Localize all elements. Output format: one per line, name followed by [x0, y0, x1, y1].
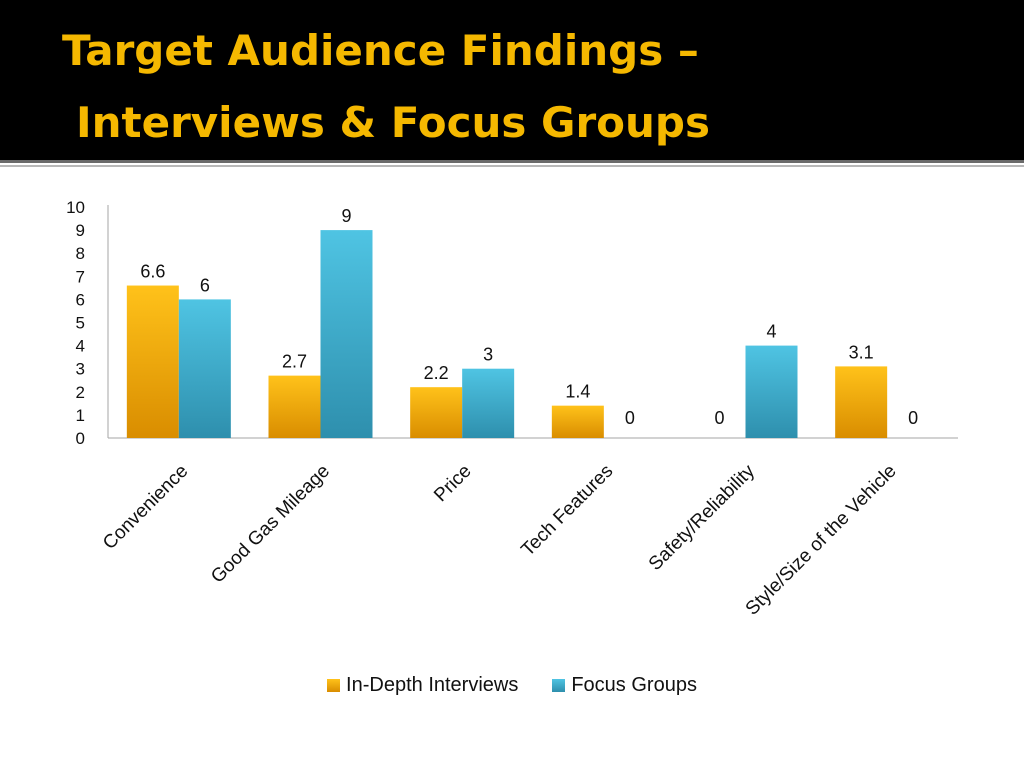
chart-legend: In-Depth Interviews Focus Groups: [0, 674, 1024, 697]
data-label: 3: [483, 345, 493, 365]
legend-swatch-focus: [552, 679, 566, 692]
data-label: 9: [341, 206, 351, 226]
data-label: 2.7: [282, 352, 307, 372]
title-divider-light: [0, 165, 1024, 167]
category-label: Safety/Reliability: [645, 460, 760, 575]
y-tick-label: 10: [66, 198, 85, 217]
data-label: 1.4: [565, 382, 590, 402]
interviews-bar: [551, 405, 604, 438]
interviews-bar: [268, 375, 321, 438]
y-tick-label: 2: [76, 383, 85, 402]
category-label: Tech Features: [517, 461, 617, 561]
data-label: 0: [714, 408, 724, 428]
legend-swatch-interviews: [327, 679, 341, 692]
y-tick-label: 8: [76, 244, 85, 263]
y-tick-label: 5: [76, 314, 85, 333]
y-tick-label: 7: [76, 267, 85, 286]
data-label: 6.6: [140, 262, 165, 282]
data-label: 3.1: [849, 342, 874, 362]
legend-label-focus: Focus Groups: [571, 674, 697, 696]
legend-item-interviews: In-Depth Interviews: [327, 674, 518, 697]
focus-bar: [745, 345, 798, 438]
y-tick-label: 9: [76, 221, 85, 240]
category-label: Convenience: [99, 461, 192, 554]
category-label: Price: [430, 461, 475, 506]
data-label: 4: [766, 322, 776, 342]
interviews-bar: [410, 387, 463, 438]
legend-label-interviews: In-Depth Interviews: [346, 674, 519, 696]
focus-bar: [462, 368, 515, 438]
data-label: 6: [200, 275, 210, 295]
y-tick-label: 3: [76, 360, 85, 379]
bar-chart: 0 1 2 3 4 5 6 7 8 9 10 6.6 6 Convenience 2.7 9 Good Gas …: [66, 198, 958, 620]
category-label: Good Gas Mileage: [207, 461, 334, 588]
data-label: 2.2: [424, 363, 449, 383]
y-tick-label: 0: [76, 429, 85, 448]
focus-bar: [320, 230, 373, 438]
interviews-bar: [835, 366, 888, 438]
data-label: 0: [908, 408, 918, 428]
y-tick-label: 1: [76, 406, 85, 425]
category-label: Style/Size of the Vehicle: [742, 461, 901, 620]
title-bar: Target Audience Findings – Interviews & …: [0, 0, 1024, 160]
legend-item-focus: Focus Groups: [552, 674, 697, 697]
data-label: 0: [625, 408, 635, 428]
slide-title-line-1: Target Audience Findings –: [62, 26, 699, 75]
interviews-bar: [126, 285, 179, 438]
focus-bar: [178, 299, 231, 438]
title-divider: [0, 160, 1024, 163]
slide-title-line-2: Interviews & Focus Groups: [76, 98, 710, 147]
y-tick-label: 4: [76, 337, 85, 356]
y-tick-label: 6: [76, 290, 85, 309]
